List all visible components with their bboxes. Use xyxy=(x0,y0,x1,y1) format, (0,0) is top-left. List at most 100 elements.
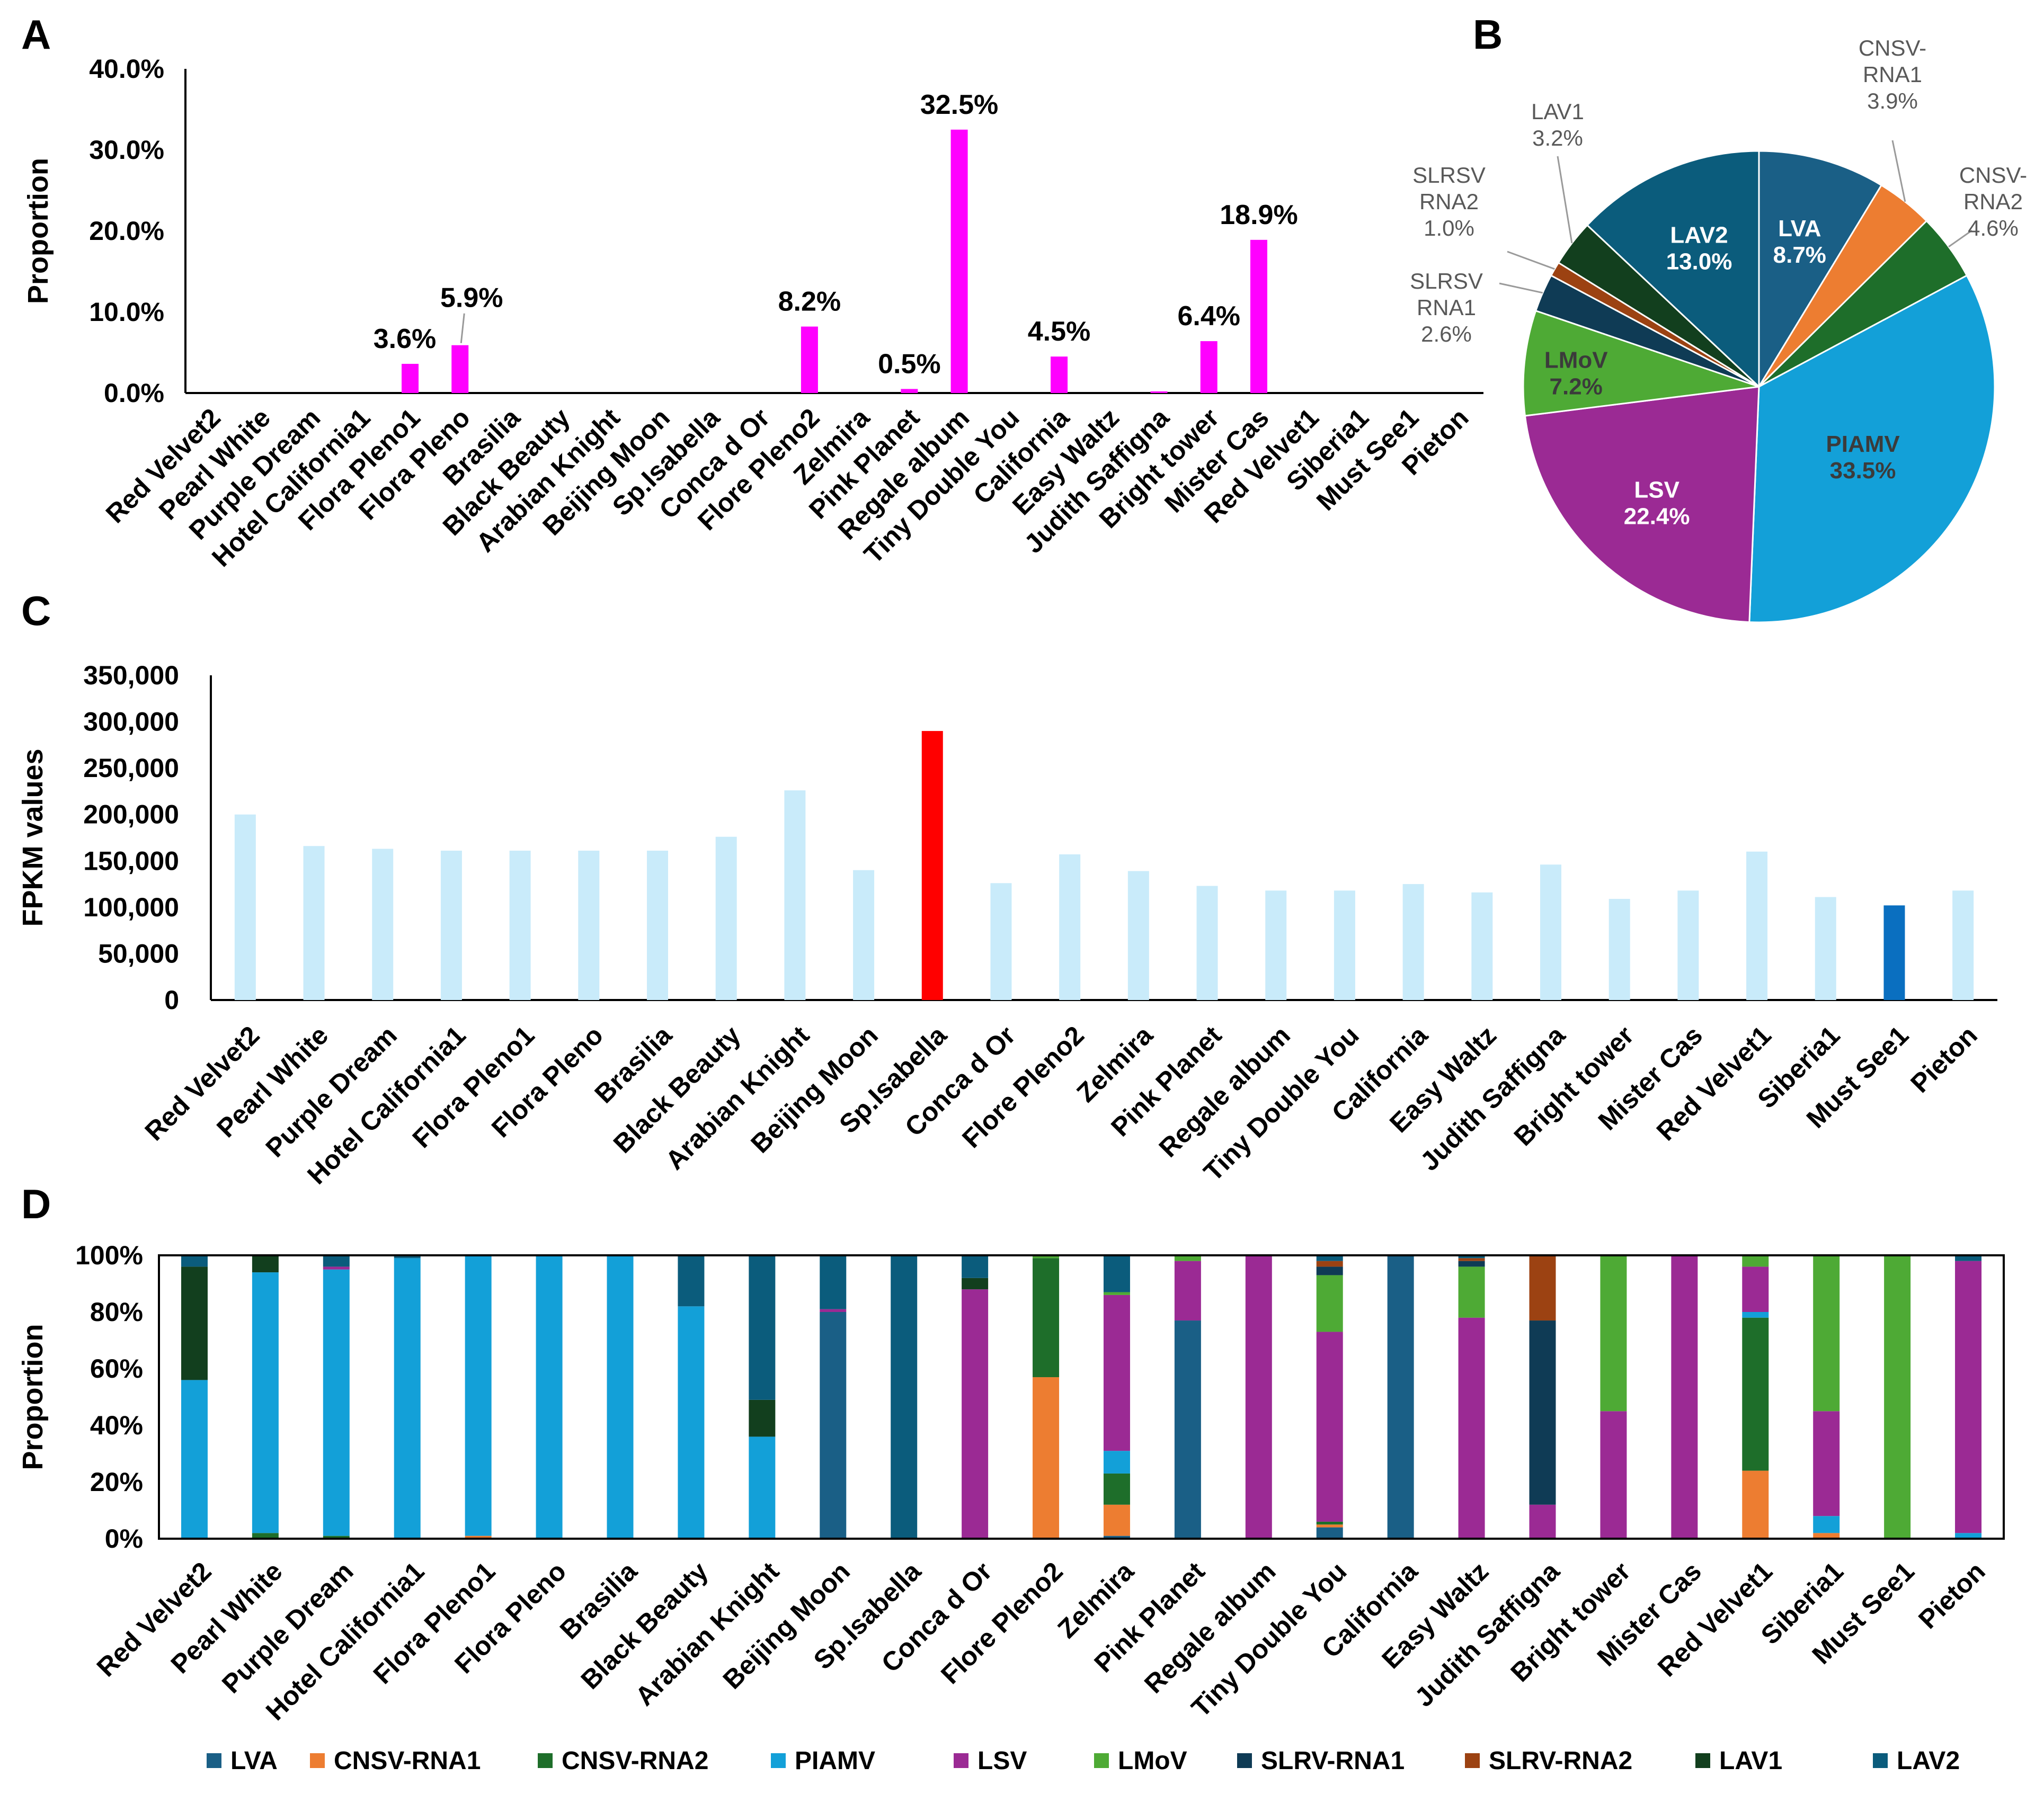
segment-lav2-pieton xyxy=(1955,1255,1982,1261)
segment-piamv-arabian-knight xyxy=(749,1436,776,1539)
segment-slrv-rna1-tiny-double-you xyxy=(1316,1266,1343,1275)
segment-piamv-flora-pleno xyxy=(536,1255,563,1539)
bar-conca-d-or xyxy=(990,883,1012,1000)
bar-purple-dream xyxy=(372,849,394,1000)
segment-slrv-rna2-tiny-double-you xyxy=(1316,1261,1343,1267)
segment-piamv-zelmira xyxy=(1103,1451,1130,1474)
segment-lav2-beijing-moon xyxy=(820,1255,847,1309)
segment-piamv-black-beauty xyxy=(678,1306,705,1539)
data-label: 32.5% xyxy=(920,90,998,120)
legend-label-lmov: LMoV xyxy=(1118,1747,1187,1775)
segment-piamv-pieton xyxy=(1955,1533,1982,1539)
pie-label-lav2: LAV2 xyxy=(1670,222,1728,248)
leader-line xyxy=(1948,229,1972,248)
bar-california xyxy=(1402,884,1424,1000)
segment-lsv-conca-d-or xyxy=(962,1289,989,1539)
bar-regale-album xyxy=(1265,890,1287,1000)
chart-b-pie: LVA8.7%CNSV-RNA13.9%CNSV-RNA24.6%PIAMV33… xyxy=(1410,35,2027,623)
bar-red-velvet1 xyxy=(1746,851,1768,1000)
y-tick-label: 10.0% xyxy=(89,297,164,327)
data-label: 0.5% xyxy=(878,349,941,379)
pie-label-lav1: 3.2% xyxy=(1532,126,1583,150)
legend-label-slrv-rna2: SLRV-RNA2 xyxy=(1489,1747,1632,1775)
segment-lsv-mister-cas xyxy=(1671,1255,1698,1539)
leader-line xyxy=(460,313,465,343)
segment-lav2-conca-d-or xyxy=(962,1255,989,1278)
segment-cnsv-rna2-pearl-white xyxy=(252,1533,279,1539)
y-tick-label: 50,000 xyxy=(98,939,179,968)
pie-label-slrv-rna2: 1.0% xyxy=(1424,216,1474,240)
segment-lmov-tiny-double-you xyxy=(1316,1275,1343,1332)
bar-pink-planet xyxy=(901,389,918,393)
segment-lsv-pink-planet xyxy=(1174,1261,1201,1321)
segment-cnsv-rna1-red-velvet1 xyxy=(1742,1470,1769,1539)
bar-bright-tower xyxy=(1608,899,1630,1000)
legend-swatch-lav1 xyxy=(1695,1753,1710,1768)
y-tick-label: 60% xyxy=(90,1354,143,1384)
pie-label-lmov: 7.2% xyxy=(1550,374,1603,400)
pie-label-lav2: 13.0% xyxy=(1666,249,1732,275)
segment-lav2-easy-waltz xyxy=(1458,1255,1485,1258)
segment-cnsv-rna1-zelmira xyxy=(1103,1504,1130,1536)
y-tick-label: 20.0% xyxy=(89,216,164,246)
bar-california xyxy=(1051,356,1068,393)
segment-piamv-red-velvet1 xyxy=(1742,1312,1769,1318)
x-tick-label: Pieton xyxy=(1905,1020,1983,1099)
x-tick-label: Flore Pleno2 xyxy=(935,1556,1069,1690)
legend-swatch-lmov xyxy=(1094,1753,1109,1768)
pie-label-slrv-rna1: RNA1 xyxy=(1417,295,1476,320)
bar-red-velvet2 xyxy=(234,814,256,1000)
bar-zelmira xyxy=(1127,871,1149,1000)
legend-swatch-cnsv-rna1 xyxy=(310,1753,325,1768)
pie-label-slrv-rna1: 2.6% xyxy=(1421,322,1472,346)
segment-lmov-pink-planet xyxy=(1174,1255,1201,1261)
segment-slrv-rna1-judith-saffigna xyxy=(1529,1320,1556,1505)
pie-label-cnsv-rna2: 4.6% xyxy=(1968,216,2019,240)
leader-line xyxy=(1507,251,1555,270)
pie-label-piamv: PIAMV xyxy=(1826,431,1900,457)
segment-lav1-arabian-knight xyxy=(749,1399,776,1437)
segment-lva-zelmira xyxy=(1103,1536,1130,1539)
data-label: 6.4% xyxy=(1177,301,1240,332)
segment-lsv-bright-tower xyxy=(1600,1411,1627,1539)
leader-line xyxy=(1499,282,1543,294)
segment-lsv-red-velvet1 xyxy=(1742,1266,1769,1312)
segment-lav2-red-velvet2 xyxy=(181,1255,208,1267)
y-tick-label: 20% xyxy=(90,1467,143,1497)
segment-lmov-easy-waltz xyxy=(1458,1266,1485,1318)
segment-lav1-conca-d-or xyxy=(962,1278,989,1290)
panel-label-c: C xyxy=(21,587,51,634)
segment-lva-california xyxy=(1387,1255,1414,1539)
x-tick-label: Flore Pleno2 xyxy=(956,1020,1090,1154)
x-tick-label: Beijing Moon xyxy=(717,1556,856,1695)
y-tick-label: 0.0% xyxy=(104,378,164,408)
bar-pearl-white xyxy=(303,846,325,1000)
plot-frame xyxy=(158,1254,2005,1540)
x-tick-label: Bright tower xyxy=(1508,1020,1640,1152)
legend-label-slrv-rna1: SLRV-RNA1 xyxy=(1261,1747,1405,1775)
pie-label-cnsv-rna1: RNA1 xyxy=(1863,62,1922,87)
y-tick-label: 40% xyxy=(90,1411,143,1440)
segment-lsv-judith-saffigna xyxy=(1529,1504,1556,1539)
segment-lsv-purple-dream xyxy=(323,1266,350,1270)
bar-judith-saffigna xyxy=(1150,391,1168,393)
bar-mister-cas xyxy=(1250,239,1267,393)
segment-lsv-beijing-moon xyxy=(820,1309,847,1312)
pie-label-slrv-rna2: RNA2 xyxy=(1419,189,1479,214)
y-axis-title: FPKM values xyxy=(17,748,49,926)
x-tick-label: Pieton xyxy=(1913,1556,1991,1635)
panel-label-a: A xyxy=(21,11,51,58)
bar-mister-cas xyxy=(1677,890,1699,1000)
segment-cnsv-rna2-zelmira xyxy=(1103,1473,1130,1505)
bar-flore-pleno2 xyxy=(1059,854,1081,1000)
y-tick-label: 0 xyxy=(164,985,179,1015)
segment-lva-pink-planet xyxy=(1174,1320,1201,1539)
bar-beijing-moon xyxy=(853,870,875,1000)
legend-swatch-lsv xyxy=(954,1753,968,1768)
segment-cnsv-rna1-tiny-double-you xyxy=(1316,1524,1343,1528)
segment-lsv-regale-album xyxy=(1245,1255,1272,1539)
data-label: 8.2% xyxy=(778,287,841,317)
segment-cnsv-rna1-siberia1 xyxy=(1813,1533,1840,1539)
bar-siberia1 xyxy=(1815,897,1836,1000)
